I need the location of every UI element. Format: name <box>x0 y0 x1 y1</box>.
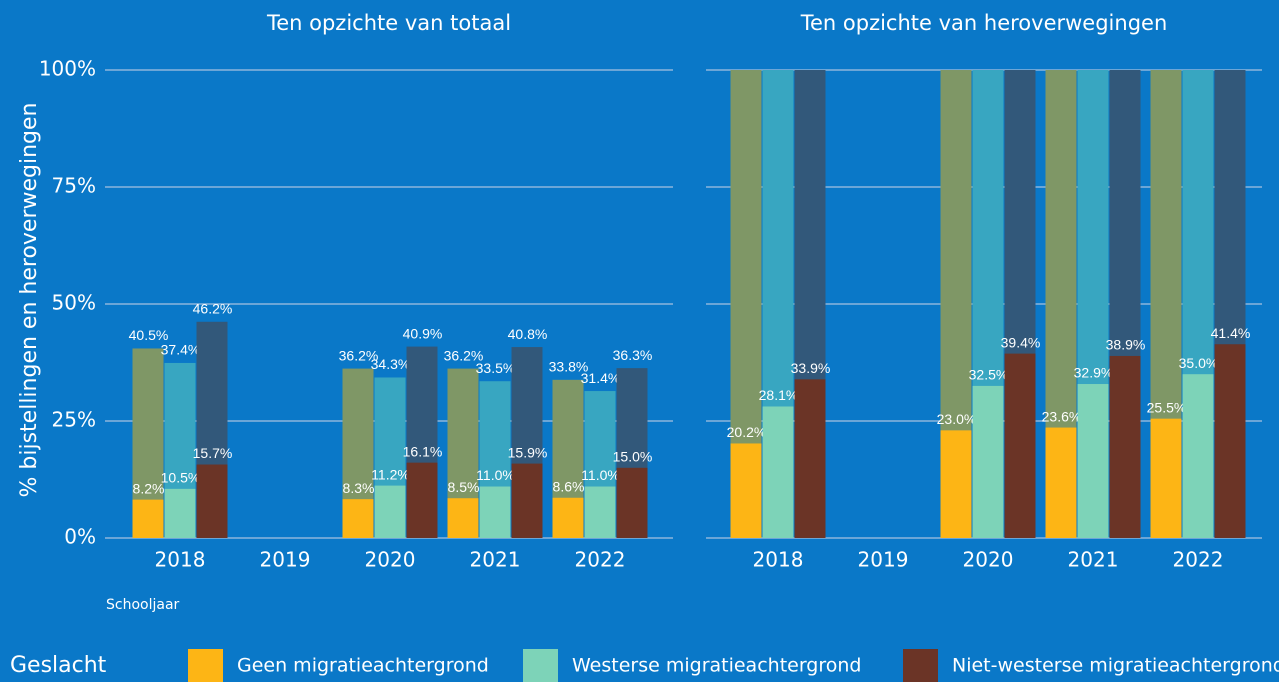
bar <box>479 486 511 538</box>
bar <box>196 464 228 538</box>
y-tick-label: 50% <box>52 291 96 315</box>
bar <box>1150 418 1182 538</box>
data-label: 11.0% <box>581 467 620 483</box>
data-label: 41.4% <box>1211 325 1251 341</box>
total-label: 40.5% <box>129 327 169 343</box>
legend-swatch <box>523 649 558 682</box>
data-label: 8.3% <box>343 480 375 496</box>
data-label: 35.0% <box>1179 355 1219 371</box>
data-label: 33.9% <box>791 360 831 376</box>
data-label: 8.5% <box>448 479 480 495</box>
bar <box>1182 374 1214 538</box>
y-tick-label: 25% <box>52 408 96 432</box>
bar <box>1004 353 1036 538</box>
x-tick-label: 2020 <box>963 548 1014 572</box>
x-tick-label: 2018 <box>753 548 804 572</box>
data-label: 32.9% <box>1074 365 1114 381</box>
bar <box>762 406 794 538</box>
total-label: 36.2% <box>339 347 379 363</box>
x-tick-label: 2021 <box>1068 548 1119 572</box>
data-label: 11.0% <box>476 467 515 483</box>
data-label: 16.1% <box>403 443 443 459</box>
data-label: 20.2% <box>727 424 767 440</box>
data-label: 15.7% <box>193 445 233 461</box>
bar <box>972 385 1004 538</box>
bar <box>584 486 616 538</box>
legend-title: Geslacht <box>10 653 107 678</box>
bar <box>1045 427 1077 538</box>
x-tick-label: 2019 <box>260 548 311 572</box>
data-label: 23.6% <box>1042 408 1082 424</box>
data-label: 32.5% <box>969 367 1009 383</box>
total-label: 36.2% <box>444 347 484 363</box>
bar <box>447 498 479 538</box>
total-label: 40.9% <box>403 325 443 341</box>
data-label: 25.5% <box>1147 399 1187 415</box>
y-axis-label: % bijstellingen en heroverwegingen <box>17 103 42 498</box>
total-label: 33.8% <box>549 359 589 375</box>
bar <box>374 485 406 538</box>
bar <box>132 499 164 538</box>
x-tick-label: 2020 <box>365 548 416 572</box>
total-label: 46.2% <box>193 300 233 316</box>
bar <box>794 379 826 538</box>
bar <box>511 463 543 538</box>
bar <box>940 430 972 538</box>
bar <box>1077 384 1109 538</box>
data-label: 15.0% <box>613 449 653 465</box>
total-label: 31.4% <box>581 370 621 386</box>
data-label: 15.9% <box>508 444 548 460</box>
data-label: 8.2% <box>133 480 165 496</box>
y-tick-label: 75% <box>52 174 96 198</box>
data-label: 28.1% <box>759 387 799 403</box>
x-tick-label: 2022 <box>575 548 626 572</box>
x-tick-label: 2022 <box>1173 548 1224 572</box>
legend-swatch <box>903 649 938 682</box>
total-label: 34.3% <box>371 356 411 372</box>
x-axis-label: Schooljaar <box>106 597 180 613</box>
bar <box>616 467 648 538</box>
y-tick-label: 0% <box>64 525 96 549</box>
chart-title: Ten opzichte van totaal <box>266 11 511 35</box>
data-label: 23.0% <box>937 411 977 427</box>
bar <box>164 488 196 538</box>
legend-label: Geen migratieachtergrond <box>237 655 489 677</box>
bar <box>342 499 374 538</box>
bar <box>552 497 584 538</box>
bar <box>730 443 762 538</box>
legend-swatch <box>188 649 223 682</box>
legend-label: Westerse migratieachtergrond <box>572 655 862 677</box>
total-label: 40.8% <box>508 326 548 342</box>
total-label: 37.4% <box>161 342 201 358</box>
x-tick-label: 2021 <box>470 548 521 572</box>
bar <box>1109 355 1141 538</box>
x-tick-label: 2019 <box>858 548 909 572</box>
y-tick-label: 100% <box>39 57 96 81</box>
data-label: 38.9% <box>1106 337 1146 353</box>
bar <box>406 462 438 538</box>
chart-title: Ten opzichte van heroverwegingen <box>800 11 1168 35</box>
x-tick-label: 2018 <box>155 548 206 572</box>
total-label: 36.3% <box>613 347 653 363</box>
data-label: 39.4% <box>1001 334 1041 350</box>
legend-label: Niet-westerse migratieachtergrond <box>952 655 1279 677</box>
data-label: 11.2% <box>371 466 410 482</box>
total-label: 33.5% <box>476 360 516 376</box>
data-label: 8.6% <box>553 478 585 494</box>
data-label: 10.5% <box>161 470 201 486</box>
bar <box>1214 344 1246 538</box>
